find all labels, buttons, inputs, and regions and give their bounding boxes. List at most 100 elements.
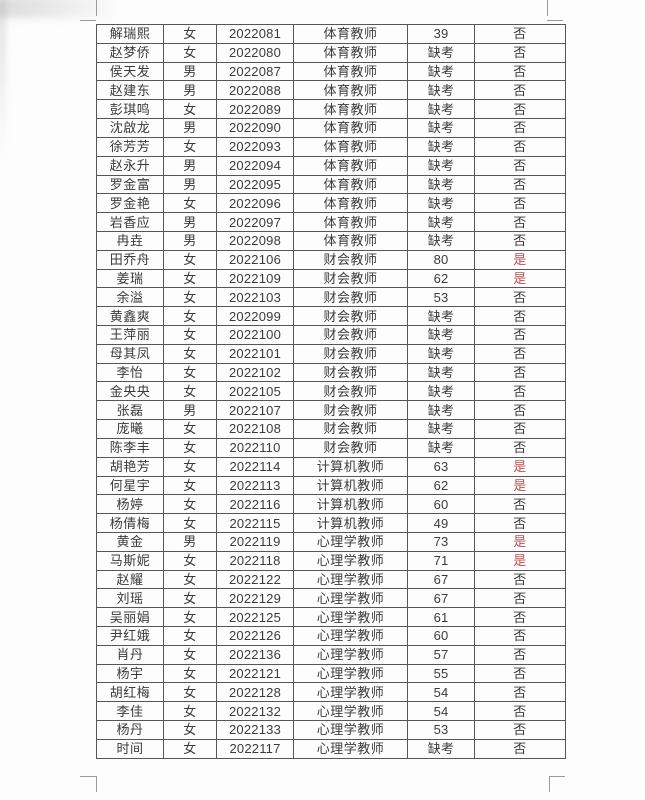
cell-exam-no: 2022119 (216, 531, 294, 552)
table-row: 黄金 男 2022119 心理学教师 73 是 (96, 531, 566, 552)
cell-position: 体育教师 (293, 42, 408, 63)
cell-name: 田乔舟 (96, 249, 164, 270)
cell-exam-no: 2022121 (216, 663, 294, 684)
table-row: 马斯妮 女 2022118 心理学教师 71 是 (96, 550, 566, 571)
cell-position: 心理学教师 (293, 701, 408, 722)
cell-gender: 女 (163, 419, 217, 439)
cell-score: 缺考 (407, 61, 475, 82)
cell-score: 缺考 (407, 193, 475, 214)
table-row: 母其凤 女 2022101 财会教师 缺考 否 (96, 343, 566, 364)
cell-admitted: 否 (474, 607, 566, 627)
cell-exam-no: 2022080 (216, 42, 294, 63)
cell-admitted: 是 (474, 268, 566, 289)
crop-mark-bottom-left (80, 776, 96, 777)
cell-score: 63 (407, 456, 475, 477)
cell-exam-no: 2022114 (216, 456, 294, 477)
table-row: 徐芳芳 女 2022093 体育教师 缺考 否 (96, 136, 566, 157)
results-table-body: 解瑞熙 女 2022081 体育教师 39 否 赵梦侨 女 2022080 体育… (96, 24, 566, 760)
cell-score: 缺考 (407, 230, 475, 251)
cell-admitted: 是 (474, 475, 566, 496)
cell-score: 缺考 (407, 42, 475, 63)
cell-exam-no: 2022117 (216, 738, 294, 760)
table-row: 余溢 女 2022103 财会教师 53 否 (96, 287, 566, 308)
cell-position: 财会教师 (293, 419, 408, 439)
cell-gender: 男 (163, 155, 217, 176)
cell-score: 54 (407, 701, 475, 722)
cell-admitted: 否 (474, 287, 566, 308)
table-row: 赵梦侨 女 2022080 体育教师 缺考 否 (96, 42, 566, 63)
cell-score: 缺考 (407, 174, 475, 195)
cell-admitted: 是 (474, 531, 566, 552)
cell-score: 缺考 (407, 325, 475, 345)
cell-exam-no: 2022089 (216, 99, 294, 120)
cell-gender: 女 (163, 720, 217, 740)
cell-exam-no: 2022108 (216, 419, 294, 439)
cell-score: 缺考 (407, 99, 475, 120)
cell-admitted: 否 (474, 701, 566, 722)
cell-admitted: 否 (474, 99, 566, 120)
cell-score: 缺考 (407, 419, 475, 439)
cell-gender: 女 (163, 701, 217, 722)
cell-position: 心理学教师 (293, 738, 408, 760)
cell-score: 缺考 (407, 362, 475, 383)
cell-admitted: 否 (474, 325, 566, 345)
cell-admitted: 否 (474, 437, 566, 458)
cell-gender: 男 (163, 118, 217, 138)
crop-mark-top-right (547, 20, 563, 21)
cell-position: 心理学教师 (293, 644, 408, 665)
cell-position: 财会教师 (293, 268, 408, 289)
table-row: 尹红娥 女 2022126 心理学教师 60 否 (96, 626, 566, 646)
cell-score: 缺考 (407, 400, 475, 421)
cell-gender: 女 (163, 381, 217, 402)
cell-score: 73 (407, 531, 475, 552)
table-row: 胡红梅 女 2022128 心理学教师 54 否 (96, 682, 566, 703)
cell-admitted: 否 (474, 193, 566, 214)
cell-position: 心理学教师 (293, 720, 408, 740)
cell-score: 缺考 (407, 437, 475, 458)
table-row: 胡艳芳 女 2022114 计算机教师 63 是 (96, 456, 566, 477)
cell-gender: 女 (163, 249, 217, 270)
cell-admitted: 否 (474, 230, 566, 251)
cell-position: 计算机教师 (293, 513, 408, 533)
cell-name: 黄鑫爽 (96, 306, 164, 326)
table-row: 田乔舟 女 2022106 财会教师 80 是 (96, 249, 566, 270)
cell-position: 心理学教师 (293, 531, 408, 552)
cell-gender: 女 (163, 738, 217, 760)
cell-position: 财会教师 (293, 362, 408, 383)
cell-score: 62 (407, 268, 475, 289)
table-row: 肖丹 女 2022136 心理学教师 57 否 (96, 644, 566, 665)
cell-exam-no: 2022087 (216, 61, 294, 82)
cell-admitted: 否 (474, 118, 566, 138)
cell-name: 陈李丰 (96, 437, 164, 458)
cell-score: 缺考 (407, 155, 475, 176)
cell-exam-no: 2022118 (216, 550, 294, 571)
cell-name: 杨丹 (96, 720, 164, 740)
cell-position: 财会教师 (293, 381, 408, 402)
cell-name: 胡艳芳 (96, 456, 164, 477)
cell-gender: 女 (163, 588, 217, 609)
cell-score: 53 (407, 287, 475, 308)
cell-position: 心理学教师 (293, 569, 408, 590)
cell-gender: 男 (163, 400, 217, 421)
crop-mark-bottom-left (96, 776, 97, 792)
table-row: 黄鑫爽 女 2022099 财会教师 缺考 否 (96, 306, 566, 326)
cell-exam-no: 2022128 (216, 682, 294, 703)
cell-exam-no: 2022094 (216, 155, 294, 176)
cell-exam-no: 2022133 (216, 720, 294, 740)
cell-position: 体育教师 (293, 61, 408, 82)
crop-mark-top-left (96, 0, 97, 16)
cell-admitted: 否 (474, 306, 566, 326)
cell-name: 徐芳芳 (96, 136, 164, 157)
cell-score: 54 (407, 682, 475, 703)
cell-admitted: 否 (474, 381, 566, 402)
table-row: 金央央 女 2022105 财会教师 缺考 否 (96, 381, 566, 402)
cell-gender: 女 (163, 644, 217, 665)
cell-gender: 女 (163, 550, 217, 571)
table-row: 杨宇 女 2022121 心理学教师 55 否 (96, 663, 566, 684)
cell-admitted: 是 (474, 249, 566, 270)
cell-score: 缺考 (407, 343, 475, 364)
cell-gender: 男 (163, 230, 217, 251)
cell-name: 罗金富 (96, 174, 164, 195)
cell-position: 体育教师 (293, 99, 408, 120)
table-row: 罗金富 男 2022095 体育教师 缺考 否 (96, 174, 566, 195)
